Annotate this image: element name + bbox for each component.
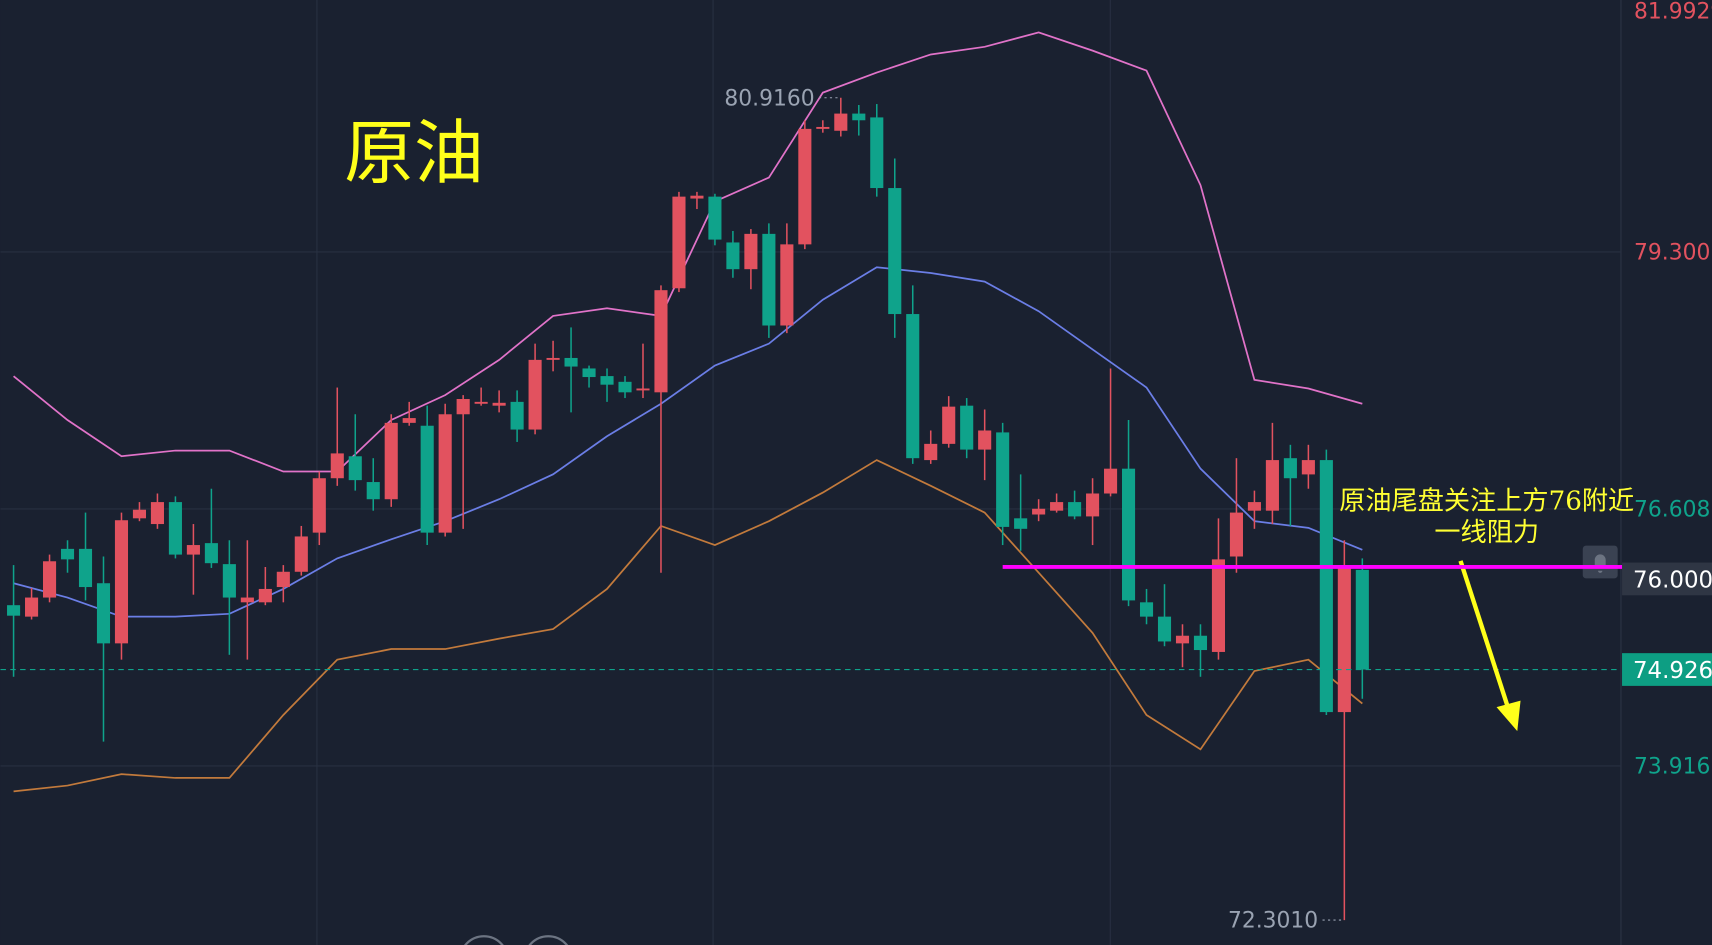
min-label: 72.3010 — [1228, 909, 1318, 934]
candle-body — [870, 117, 884, 189]
candle-body — [1014, 518, 1028, 529]
candle-body — [1337, 567, 1351, 713]
candle-body — [996, 432, 1010, 527]
y-tick-label: 81.9929 — [1634, 0, 1712, 25]
candle-body — [1211, 559, 1226, 652]
candle-body — [1319, 460, 1333, 713]
candle-body — [636, 388, 650, 391]
candle-body — [294, 536, 308, 572]
annotation: 一线阻力 — [1434, 518, 1539, 548]
candle-body — [1229, 512, 1243, 557]
candle-body — [1193, 635, 1208, 651]
candle-body — [546, 357, 560, 360]
candle-body — [960, 405, 974, 450]
candle-body — [78, 548, 93, 588]
candle-body — [114, 520, 129, 644]
candle-body — [528, 359, 542, 430]
candle-body — [1104, 468, 1118, 494]
candle-body — [312, 478, 326, 533]
candle-body — [132, 509, 147, 519]
candle-body — [366, 482, 380, 500]
candle-body — [924, 443, 938, 461]
candle-body — [186, 545, 200, 555]
y-tick-label: 73.9163 — [1634, 755, 1712, 780]
band-line — [13, 266, 1363, 618]
candle-body — [456, 399, 470, 415]
candle-body — [348, 456, 362, 481]
candle-body — [438, 414, 452, 533]
candle-body — [762, 233, 776, 326]
candle-body — [1283, 458, 1297, 479]
candle-body — [582, 368, 596, 378]
candle-body — [1355, 569, 1369, 670]
last-price-label: 74.9260 — [1633, 658, 1712, 684]
y-tick-label: 76.6085 — [1634, 498, 1712, 523]
candle-body — [888, 188, 902, 315]
candle-body — [402, 418, 416, 423]
candle-body — [330, 453, 344, 479]
candle-body — [690, 195, 704, 199]
annotation: 原油尾盘关注上方76附近 — [1339, 487, 1634, 517]
candle-body — [1050, 502, 1064, 511]
candle-body — [1032, 508, 1046, 515]
candle-body — [726, 242, 740, 270]
candle-body — [168, 502, 182, 555]
nav-button[interactable] — [524, 935, 572, 945]
candle-body — [834, 113, 848, 131]
candle-body — [25, 597, 39, 617]
candle-body — [780, 244, 794, 326]
candle-body — [564, 357, 578, 367]
candle-body — [600, 376, 614, 385]
candle-body — [1301, 460, 1315, 475]
last-price-box — [1622, 653, 1712, 686]
max-label: 80.9160 — [724, 86, 814, 111]
candle-body — [1265, 460, 1279, 511]
candle-body — [492, 402, 506, 406]
candle-body — [744, 233, 758, 270]
candle-body — [258, 588, 272, 603]
candle-body — [420, 425, 434, 533]
candle-body — [60, 548, 75, 560]
candle-body — [384, 422, 398, 500]
candle-body — [1157, 616, 1172, 642]
candle-body — [1121, 468, 1136, 601]
candle-body — [906, 314, 920, 459]
resistance-label: 76.0009 — [1633, 568, 1712, 594]
candle-body — [1086, 493, 1100, 517]
candle-body — [942, 406, 956, 444]
resistance-box — [1622, 562, 1712, 596]
candle-body — [978, 430, 992, 450]
candle-body — [1247, 502, 1261, 511]
candle-body — [474, 401, 488, 404]
candle-body — [276, 571, 290, 588]
candle-body — [510, 401, 524, 430]
candle-body — [618, 381, 632, 393]
candle-body — [852, 113, 866, 121]
candle-body — [1068, 502, 1082, 517]
nav-button[interactable] — [460, 935, 508, 945]
candle-body — [1175, 635, 1190, 644]
arrow-head — [1496, 700, 1521, 732]
candle-body — [204, 543, 218, 564]
candle-body — [96, 583, 111, 644]
band-line — [13, 31, 1363, 473]
candle-body — [1139, 602, 1154, 617]
candle-body — [798, 128, 812, 245]
candle-body — [222, 564, 236, 598]
candle-body — [240, 597, 254, 603]
chart-title: 原油 — [344, 113, 484, 194]
candle-body — [7, 605, 21, 616]
candle-body — [708, 196, 722, 240]
candle-body — [816, 126, 830, 129]
candle-body — [150, 502, 164, 525]
candle-body — [654, 290, 668, 393]
candle-body — [672, 196, 686, 289]
candle-body — [42, 561, 57, 598]
band-line — [13, 459, 1363, 793]
plot: 80.9160 72.3010 — [0, 31, 1621, 934]
arrow — [1458, 560, 1511, 710]
